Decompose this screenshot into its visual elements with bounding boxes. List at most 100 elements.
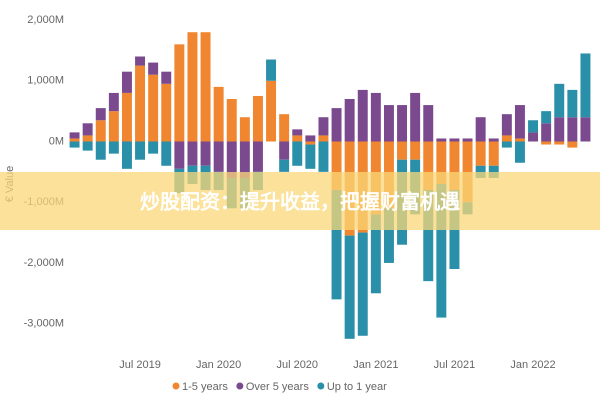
bar: [501, 135, 512, 142]
bar: [370, 92, 381, 142]
bar: [370, 214, 381, 294]
bar: [305, 141, 316, 145]
bar: [449, 138, 460, 142]
bar: [554, 141, 565, 145]
x-tick-label: Jul 2021: [434, 359, 476, 371]
bar: [318, 117, 329, 136]
bar: [239, 117, 250, 142]
bar: [121, 71, 132, 93]
bar: [82, 135, 93, 142]
bar: [239, 141, 250, 178]
bar: [423, 141, 434, 191]
y-tick-label: -3,000M: [24, 318, 64, 330]
bar: [279, 159, 290, 172]
bar: [554, 83, 565, 118]
bar: [292, 135, 303, 142]
bar: [266, 59, 277, 81]
bar: [488, 165, 499, 178]
x-tick-label: Jul 2019: [119, 359, 161, 371]
legend-marker: [317, 382, 325, 390]
bar: [410, 141, 421, 160]
bar: [344, 235, 355, 339]
bar: [383, 105, 394, 142]
bar: [108, 111, 119, 142]
x-tick-label: Jan 2022: [510, 359, 555, 371]
bar: [95, 141, 106, 160]
bar: [69, 132, 80, 139]
bar: [200, 32, 211, 142]
bar: [174, 44, 185, 142]
x-tick-label: Jan 2021: [353, 359, 398, 371]
bar: [200, 141, 211, 166]
y-tick-label: -2,000M: [24, 257, 64, 269]
bar: [161, 71, 172, 84]
bar: [462, 141, 473, 203]
bar: [357, 232, 368, 336]
bar: [501, 141, 512, 148]
legend-marker: [172, 382, 180, 390]
bar: [554, 117, 565, 142]
bar: [279, 114, 290, 142]
bar: [580, 53, 591, 118]
bar: [423, 105, 434, 142]
bar: [449, 141, 460, 191]
bar: [436, 138, 447, 142]
banner-text: 炒股配资：提升收益，把握财富机遇: [140, 189, 460, 213]
bar: [252, 95, 263, 142]
bar: [331, 108, 342, 142]
bar: [397, 141, 408, 160]
bar: [528, 120, 539, 133]
bar: [514, 138, 525, 142]
bar: [161, 141, 172, 166]
bar: [95, 108, 106, 121]
bar: [148, 74, 159, 142]
bar: [305, 135, 316, 142]
bar: [331, 190, 342, 300]
bar: [488, 141, 499, 166]
bar: [148, 62, 159, 75]
bar: [213, 86, 224, 142]
bar: [266, 80, 277, 142]
bar: [488, 138, 499, 142]
bar: [121, 141, 132, 169]
bar: [567, 89, 578, 118]
bar: [69, 138, 80, 142]
bar: [252, 141, 263, 172]
bar: [292, 129, 303, 136]
legend-label: Over 5 years: [246, 381, 309, 393]
bar: [331, 141, 342, 191]
bar: [108, 141, 119, 154]
y-tick-label: 0M: [49, 135, 64, 147]
y-tick-label: 1,000M: [27, 75, 64, 87]
bar: [514, 141, 525, 163]
bar: [95, 120, 106, 142]
bar: [305, 144, 316, 169]
legend-label: 1-5 years: [182, 381, 228, 393]
bar: [135, 65, 146, 142]
bar: [187, 32, 198, 142]
legend-marker: [236, 382, 244, 390]
bar: [226, 99, 237, 142]
legend: 1-5 years Over 5 years Up to 1 year: [172, 381, 387, 393]
bar: [148, 141, 159, 154]
banner: [0, 172, 600, 230]
bar: [69, 141, 80, 148]
bar: [318, 135, 329, 142]
bar: [383, 208, 394, 263]
bar: [82, 141, 93, 151]
bar: [580, 117, 591, 142]
bar: [567, 117, 578, 142]
bar: [475, 141, 486, 166]
bar: [292, 141, 303, 166]
bar: [475, 117, 486, 142]
x-tick-label: Jul 2020: [276, 359, 318, 371]
bar: [541, 141, 552, 145]
bar: [318, 141, 329, 172]
bar: [135, 56, 146, 66]
bar: [501, 114, 512, 136]
bar: [541, 123, 552, 142]
legend-label: Up to 1 year: [327, 381, 387, 393]
bar: [436, 141, 447, 184]
bar: [528, 132, 539, 142]
